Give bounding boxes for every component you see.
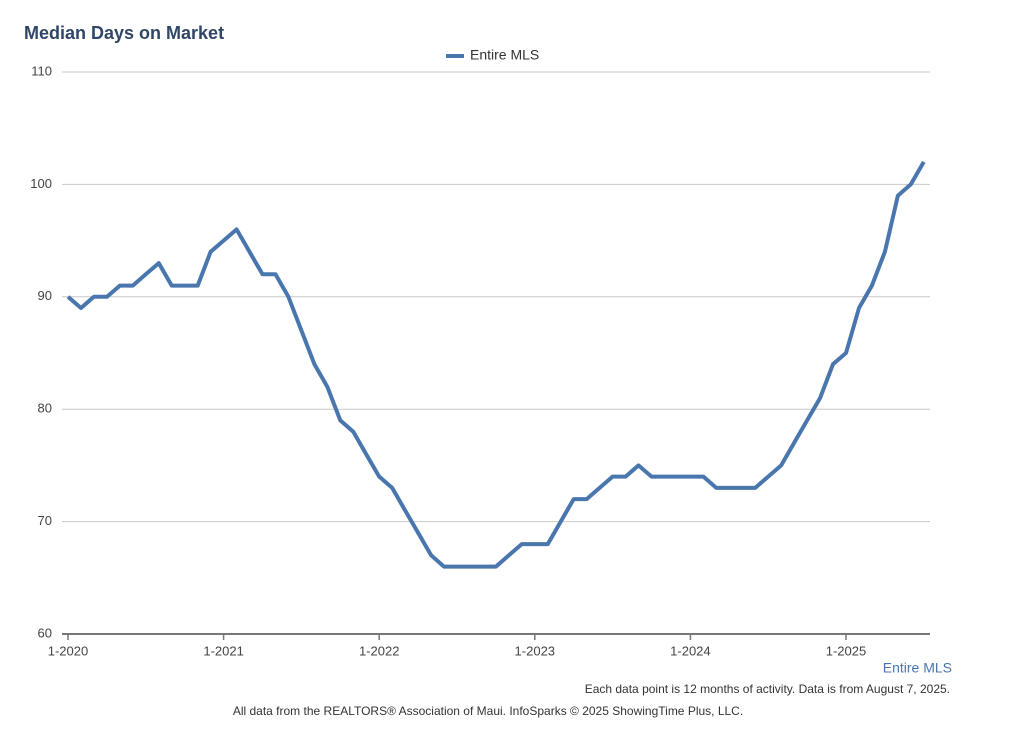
footnote: All data from the REALTORS® Association …: [233, 704, 743, 718]
x-tick-label: 1-2023: [515, 643, 555, 658]
x-tick-label: 1-2020: [48, 643, 88, 658]
chart-title: Median Days on Market: [24, 23, 224, 43]
y-tick-label: 100: [30, 176, 52, 191]
y-tick-label: 110: [31, 63, 52, 78]
x-tick-label: 1-2021: [203, 643, 243, 658]
y-tick-label: 80: [38, 401, 52, 416]
y-tick-label: 70: [38, 513, 52, 528]
line: [66, 160, 926, 569]
footnote: Each data point is 12 months of activity…: [585, 682, 950, 696]
y-tick-label: 60: [38, 625, 52, 640]
x-axis-label: Entire MLS: [883, 660, 952, 676]
x-tick-label: 1-2024: [670, 643, 710, 658]
x-tick-label: 1-2025: [826, 643, 866, 658]
y-tick-label: 90: [38, 288, 52, 303]
legend-label: Entire MLS: [470, 47, 539, 63]
x-tick-label: 1-2022: [359, 643, 399, 658]
